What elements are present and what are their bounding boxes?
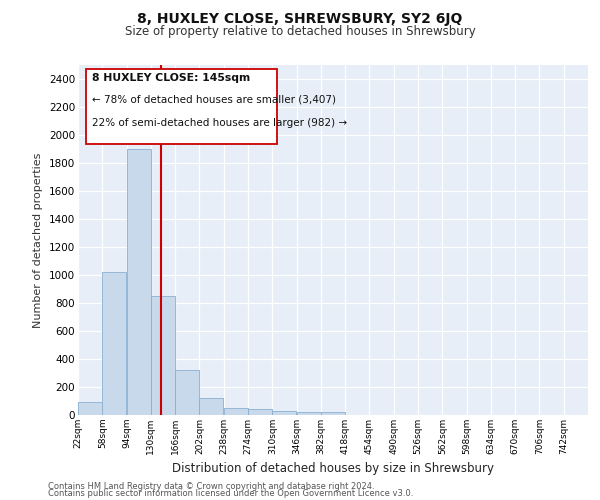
Bar bbox=[248, 408, 272, 415]
FancyBboxPatch shape bbox=[86, 68, 277, 144]
Text: Contains public sector information licensed under the Open Government Licence v3: Contains public sector information licen… bbox=[48, 489, 413, 498]
Bar bbox=[127, 149, 151, 415]
X-axis label: Distribution of detached houses by size in Shrewsbury: Distribution of detached houses by size … bbox=[172, 462, 494, 475]
Text: 22% of semi-detached houses are larger (982) →: 22% of semi-detached houses are larger (… bbox=[92, 118, 347, 128]
Bar bbox=[78, 402, 102, 415]
Bar bbox=[224, 408, 248, 415]
Y-axis label: Number of detached properties: Number of detached properties bbox=[34, 152, 43, 328]
Text: Contains HM Land Registry data © Crown copyright and database right 2024.: Contains HM Land Registry data © Crown c… bbox=[48, 482, 374, 491]
Bar bbox=[102, 272, 126, 415]
Bar bbox=[151, 296, 175, 415]
Bar bbox=[175, 370, 199, 415]
Text: 8, HUXLEY CLOSE, SHREWSBURY, SY2 6JQ: 8, HUXLEY CLOSE, SHREWSBURY, SY2 6JQ bbox=[137, 12, 463, 26]
Bar bbox=[296, 412, 320, 415]
Text: Size of property relative to detached houses in Shrewsbury: Size of property relative to detached ho… bbox=[125, 25, 475, 38]
Text: 8 HUXLEY CLOSE: 145sqm: 8 HUXLEY CLOSE: 145sqm bbox=[92, 72, 250, 83]
Bar bbox=[199, 398, 223, 415]
Bar bbox=[321, 412, 345, 415]
Text: ← 78% of detached houses are smaller (3,407): ← 78% of detached houses are smaller (3,… bbox=[92, 95, 336, 105]
Bar bbox=[272, 411, 296, 415]
